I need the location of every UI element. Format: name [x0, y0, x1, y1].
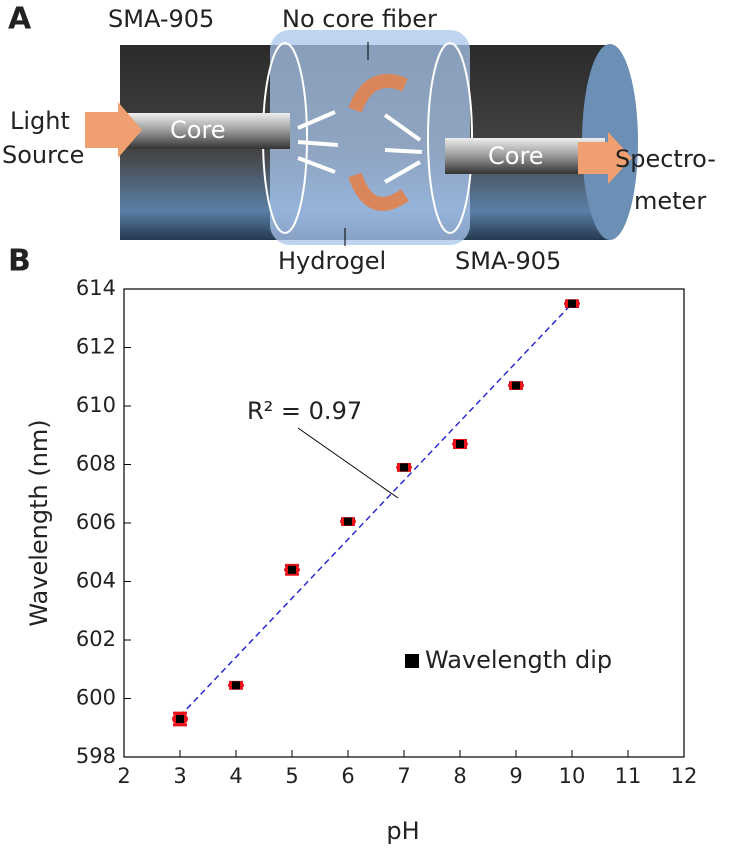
x-tick-label: 4 [229, 764, 242, 788]
label: SMA-905 [108, 5, 214, 33]
label: No core fiber [282, 5, 437, 33]
diagram [85, 30, 638, 246]
fit-line [179, 303, 573, 717]
point [176, 714, 184, 723]
label: Core [170, 116, 226, 144]
flow-arrow [348, 74, 408, 113]
point [456, 440, 464, 449]
x-tick-label: 5 [285, 764, 298, 788]
x-tick-label: 6 [341, 764, 354, 788]
light-rays [297, 110, 423, 184]
point [288, 565, 296, 574]
y-tick-label: 604 [76, 569, 116, 593]
label: Light [10, 107, 70, 135]
arrow-out [578, 132, 632, 184]
label: Spectro- [615, 145, 716, 173]
x-tick-label: 3 [173, 764, 186, 788]
point [400, 463, 408, 472]
point [512, 381, 520, 390]
x-tick-label: 8 [453, 764, 466, 788]
y-tick-label: 602 [76, 627, 116, 651]
flow-arrow [348, 172, 410, 211]
label: Hydrogel [278, 247, 386, 275]
y-tick-label: 606 [76, 510, 116, 534]
legend-label: Wavelength dip [425, 646, 612, 674]
hydrogel-region [270, 30, 470, 245]
x-tick-label: 12 [671, 764, 698, 788]
point [568, 299, 576, 308]
annotation-arrow [297, 427, 399, 499]
label: Core [488, 142, 544, 170]
label: Source [2, 141, 84, 169]
label: SMA-905 [455, 247, 561, 275]
x-tick-label: 11 [615, 764, 642, 788]
core-left [120, 113, 290, 149]
point [232, 681, 240, 690]
y-tick-label: 600 [76, 686, 116, 710]
legend-marker [405, 654, 419, 668]
arrow-in [85, 102, 142, 158]
panel-label: A [8, 2, 32, 37]
x-axis-label: pH [386, 817, 419, 845]
point [344, 517, 352, 526]
y-tick-label: 598 [76, 744, 116, 768]
y-tick-label: 610 [76, 393, 116, 417]
annotation: R² = 0.97 [247, 397, 362, 425]
y-tick-label: 608 [76, 452, 116, 476]
y-axis-label: Wavelength (nm) [25, 419, 53, 626]
y-tick-label: 612 [76, 335, 116, 359]
y-tick-label: 614 [76, 276, 116, 300]
x-tick-label: 10 [559, 764, 586, 788]
x-tick-label: 9 [509, 764, 522, 788]
x-tick-label: 7 [397, 764, 410, 788]
panel-label: B [8, 244, 31, 279]
x-tick-label: 2 [117, 764, 130, 788]
label: meter [634, 187, 706, 215]
